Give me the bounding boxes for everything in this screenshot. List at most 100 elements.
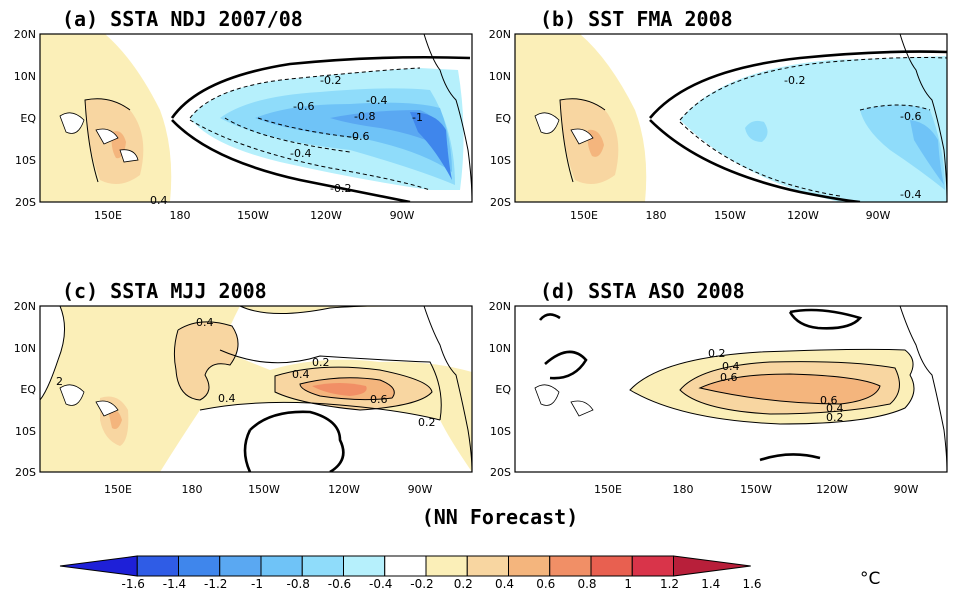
colorbar-swatch [384,555,427,577]
colorbar-label: -1.2 [204,577,227,591]
lon-tick: 120W [310,209,342,222]
lat-tick: 20N [14,300,36,313]
contour-label: -0.2 [330,182,351,195]
colorbar-label: 1.4 [701,577,720,591]
lat-tick: 10S [15,425,36,438]
panel-b-lon-ticks: 150E 180 150W 120W 90W [570,209,891,222]
colorbar-label: 1.6 [742,577,761,591]
contour-label: 0.4 [722,360,740,373]
lon-tick: 90W [894,483,919,496]
colorbar-swatch [673,555,751,577]
lat-tick: 10S [490,425,511,438]
panel-d-lat-ticks: 20N 10N EQ 10S 20S [489,300,512,479]
colorbar-label: -1.4 [163,577,186,591]
colorbar-swatch [178,555,221,577]
lon-tick: 150E [104,483,132,496]
lon-tick: 150E [94,209,122,222]
contour-label: 0.6 [720,371,738,384]
colorbar-label: -0.6 [328,577,351,591]
panel-b-contour-labels: -0.2 -0.6 -0.4 [784,74,921,201]
lat-tick: 20S [490,196,511,209]
colorbar-swatch [590,555,633,577]
panel-a-lon-ticks: 150E 180 150W 120W 90W [94,209,415,222]
lon-tick: 150W [714,209,746,222]
contour-label: -0.4 [366,94,387,107]
lon-tick: 120W [816,483,848,496]
lat-tick: 20N [14,28,36,41]
panel-a-contour-labels: -0.2 -0.4 -0.6 -0.8 -1 -0.6 -0.4 -0.2 0.… [150,74,423,207]
contour-label: 0.2 [826,411,844,424]
lat-tick: 20N [489,28,511,41]
lon-tick: 150W [237,209,269,222]
contour-label: 0.4 [292,368,310,381]
contour-label: 0.2 [418,416,436,429]
panel-c-title: (c) SSTA MJJ 2008 [62,279,267,303]
colorbar-label: 0.4 [495,577,514,591]
colorbar-label: -0.2 [410,577,433,591]
contour-label: 2 [56,375,63,388]
colorbar-label: 1 [624,577,632,591]
colorbar-swatch [631,555,674,577]
colorbar-swatch [466,555,509,577]
colorbar-swatch [549,555,592,577]
contour-label: 0.4 [150,194,168,207]
colorbar-labels: -1.6 -1.4 -1.2 -1 -0.8 -0.6 -0.4 -0.2 0.2 0.4 0.6 0… [122,577,762,591]
contour-label: 0.2 [708,347,726,360]
lat-tick: 10N [489,342,511,355]
lon-tick: 120W [787,209,819,222]
panel-d-map [515,306,947,472]
contour-label: 0.6 [370,393,388,406]
contour-label: -1 [412,111,423,124]
contour-label: 0.6 [820,394,838,407]
contour-label: -0.6 [293,100,314,113]
contour-label: 0.2 [312,356,330,369]
lat-tick: 10S [15,154,36,167]
panel-d-lon-ticks: 150E 180 150W 120W 90W [594,483,919,496]
colorbar-label: -1 [251,577,263,591]
contour-label: -0.8 [354,110,375,123]
panel-a: (a) SSTA NDJ 2007/08 [14,7,473,222]
lon-tick: 180 [170,209,191,222]
colorbar-label: 0.2 [454,577,473,591]
lon-tick: 150W [248,483,280,496]
colorbar-label: -0.4 [369,577,392,591]
contour-label: 0.4 [196,316,214,329]
unit-label: °C [860,569,880,589]
colorbar-label: -1.6 [122,577,145,591]
lat-tick: 10N [14,70,36,83]
colorbar-label: 1.2 [660,577,679,591]
lat-tick: EQ [495,112,511,125]
lon-tick: 120W [328,483,360,496]
lat-tick: EQ [20,112,36,125]
contour-label: 0.4 [218,392,236,405]
panel-c: (c) SSTA MJJ 2008 [14,279,473,496]
colorbar-swatch [343,555,386,577]
contour-label: -0.6 [900,110,921,123]
panel-a-map [40,34,472,202]
contour-label: -0.4 [900,188,921,201]
lon-tick: 180 [673,483,694,496]
colorbar [59,555,751,577]
contour-label: -0.4 [290,147,311,160]
contour-label: 0.4 [826,402,844,415]
lat-tick: 20S [490,466,511,479]
panel-b-title: (b) SST FMA 2008 [540,7,733,31]
lon-tick: 150W [740,483,772,496]
colorbar-label: 0.6 [536,577,555,591]
lon-tick: 90W [390,209,415,222]
lat-tick: 10S [490,154,511,167]
forecast-label: (NN Forecast) [422,505,579,529]
panel-d-contour-labels: 0.2 0.4 0.6 0.6 0.4 0.2 [708,347,844,424]
panel-a-title: (a) SSTA NDJ 2007/08 [62,7,303,31]
panel-c-contour-labels: 0.4 0.2 0.4 0.4 0.6 0.2 2 [56,316,436,429]
panel-c-map [40,306,472,472]
colorbar-label: -0.8 [287,577,310,591]
lat-tick: 10N [14,342,36,355]
lon-tick: 150E [570,209,598,222]
colorbar-swatch [301,555,344,577]
panel-b-map [515,34,947,202]
colorbar-swatch [136,555,179,577]
colorbar-swatch [59,555,138,577]
panel-c-lon-ticks: 150E 180 150W 120W 90W [104,483,433,496]
